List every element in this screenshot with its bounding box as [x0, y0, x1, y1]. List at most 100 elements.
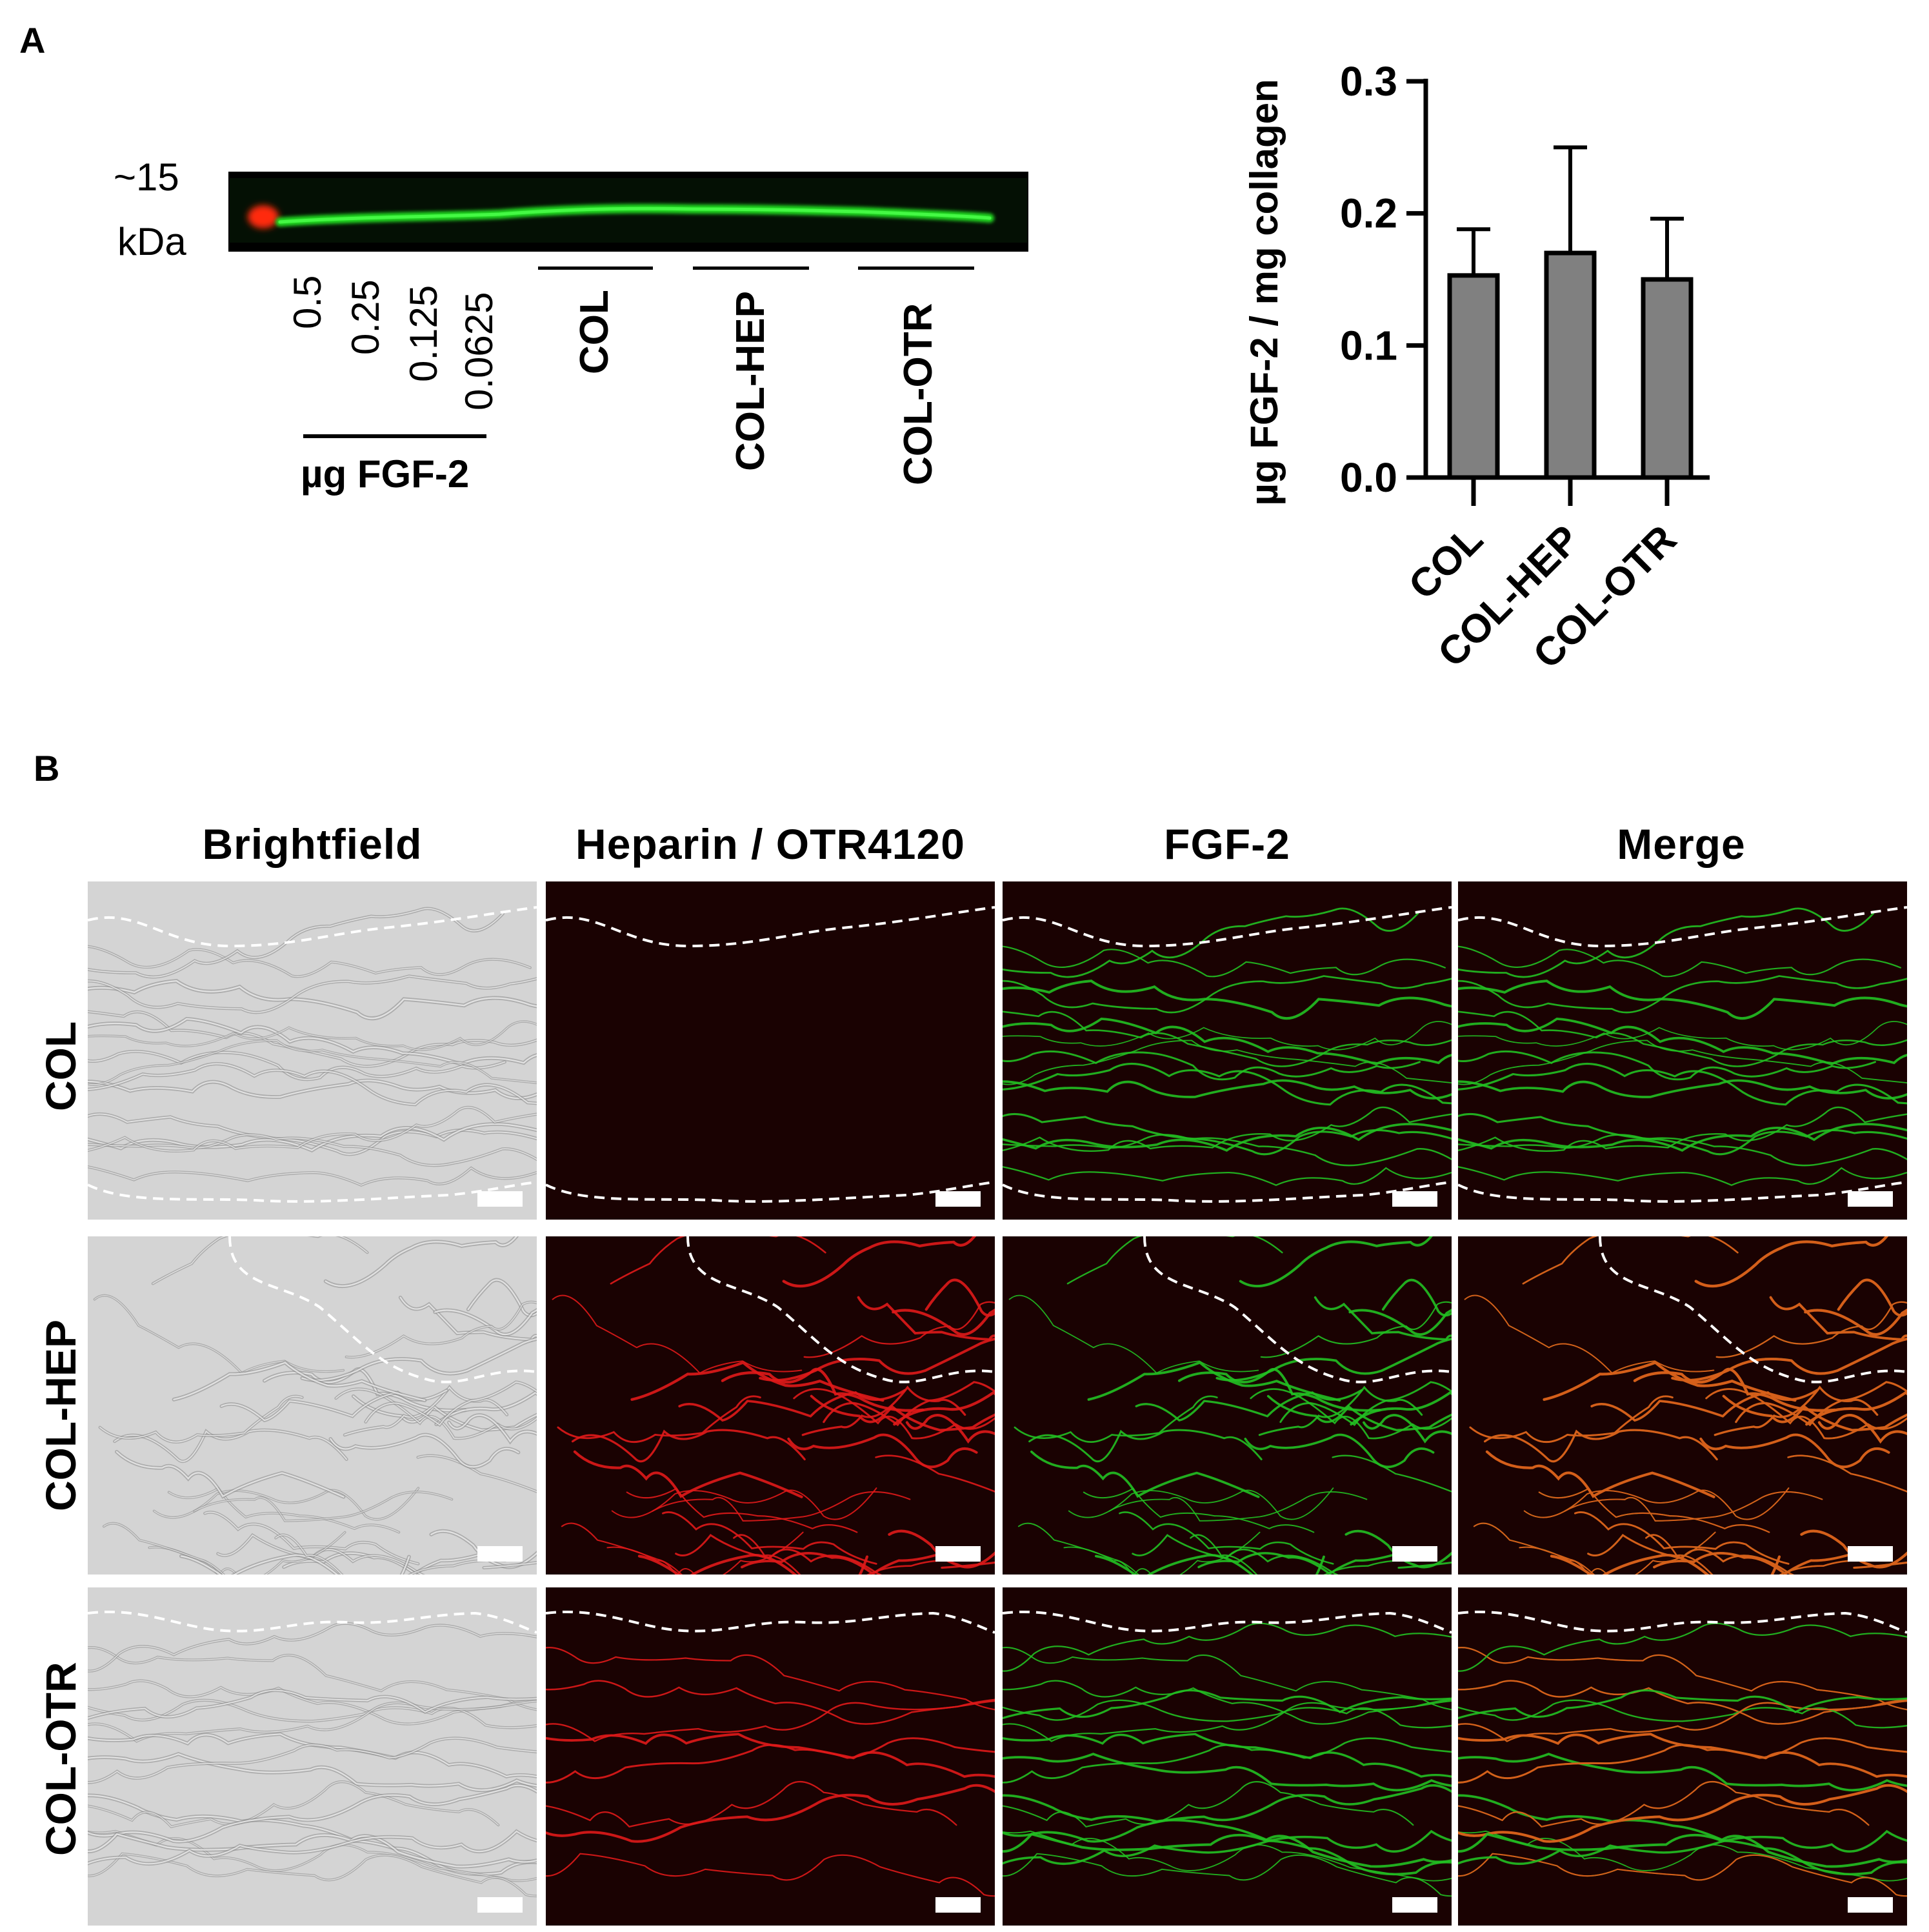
fibre [154, 1487, 419, 1520]
fibre [1458, 1699, 1907, 1729]
fibre [1538, 1487, 1770, 1533]
fibre [1458, 1784, 1907, 1843]
tissue-boundary-line [228, 1236, 537, 1384]
fibre [733, 1534, 964, 1575]
fibre [1003, 1021, 1452, 1051]
fibre [1003, 1622, 1452, 1672]
fibre [1458, 1780, 1870, 1828]
fibre [1853, 1561, 1907, 1569]
fibre [1458, 1833, 1907, 1868]
fibre [1087, 1361, 1341, 1402]
fibre [787, 1433, 978, 1469]
fibre [1239, 1236, 1433, 1287]
fibre [1458, 1021, 1907, 1051]
fibre [275, 1535, 506, 1575]
fibre [88, 1647, 537, 1710]
y-tick-label: 0.3 [1340, 58, 1397, 105]
fibre [1458, 907, 1875, 978]
marker-band [248, 205, 279, 228]
fibre [661, 1511, 877, 1565]
fibre [152, 1236, 368, 1284]
fibre [803, 1301, 995, 1358]
fibre [1003, 1781, 1414, 1828]
group-bracket [858, 267, 974, 270]
scale-bar [935, 1546, 981, 1562]
scale-bar [1848, 1546, 1893, 1562]
micrograph-col-otr-heparin [546, 1587, 995, 1926]
fibre [1003, 1166, 1452, 1186]
fgf2-bar-chart: 0.00.10.20.3µg FGF-2 / mg collagenCOLCOL… [1243, 58, 1710, 678]
fibre [1458, 1062, 1907, 1106]
y-tick-label: 0.1 [1340, 322, 1397, 368]
fibre [905, 1414, 995, 1444]
fibre [88, 1853, 537, 1897]
y-axis-label: µg FGF-2 / mg collagen [1243, 79, 1286, 505]
fibre [88, 1737, 537, 1784]
fibre [1458, 1123, 1907, 1152]
fibre [88, 1021, 537, 1051]
fibre [892, 1308, 995, 1336]
fibre [610, 1236, 826, 1285]
fibre [857, 1296, 995, 1341]
fibre [204, 1511, 419, 1565]
group-label-col-hep: COL-HEP [728, 291, 773, 471]
fibre [88, 946, 531, 977]
fibre [1458, 1829, 1907, 1865]
tissue-boundary-line [1003, 1181, 1452, 1203]
fibre [546, 1784, 995, 1843]
fibre [823, 1381, 995, 1427]
fibre [1805, 1391, 1907, 1426]
micrograph-col-hep-merge [1458, 1236, 1907, 1575]
fibre [88, 1781, 499, 1827]
fibre [1003, 945, 1446, 978]
fibre [99, 1396, 303, 1443]
tissue-boundary-line [1458, 1181, 1907, 1203]
fibre [721, 1367, 925, 1412]
fibre [1735, 1381, 1907, 1427]
fibre [1458, 1794, 1907, 1876]
marker-size-label: ~15 [114, 156, 179, 199]
fibre [1543, 1361, 1797, 1402]
panel-a-letter: A [19, 20, 46, 61]
micrograph-col-otr-fgf2 [1003, 1587, 1452, 1926]
fibre [434, 1309, 537, 1336]
fibre [1645, 1534, 1877, 1575]
bar [1447, 273, 1500, 480]
fibre [1258, 1385, 1423, 1436]
scale-bar [1848, 1191, 1893, 1207]
fibre [1458, 1853, 1907, 1897]
fibre [325, 1236, 517, 1287]
tissue-boundary-line [88, 1181, 537, 1203]
fibre [1574, 1511, 1790, 1565]
column-header-heparin: Heparin / OTR4120 [575, 820, 965, 868]
fibre [1003, 1833, 1452, 1868]
fibre [801, 1385, 966, 1436]
fibre [1017, 1522, 1139, 1575]
fibre [1458, 1017, 1907, 1066]
fibre [399, 1296, 537, 1340]
fibre [1250, 1388, 1452, 1440]
tissue-boundary-line [1599, 1236, 1907, 1384]
fibre [103, 1523, 225, 1575]
fibre [1458, 975, 1907, 1014]
fibre [88, 1700, 537, 1728]
fibre [1458, 1689, 1907, 1720]
fibre [88, 1080, 537, 1100]
fibre [1003, 1699, 1452, 1729]
fibre [1003, 1062, 1452, 1106]
fibre [263, 1368, 466, 1411]
fibre [1458, 1622, 1907, 1672]
fibre [1458, 1050, 1876, 1081]
fibre [1003, 975, 1452, 1014]
fibre [1458, 1040, 1907, 1085]
tissue-boundary-line [546, 1181, 995, 1203]
fibre [793, 1388, 995, 1440]
fibre [652, 1491, 911, 1522]
fibre [561, 1522, 683, 1575]
fibre [1769, 1296, 1907, 1341]
fibre [1458, 1106, 1907, 1152]
fibre [88, 980, 537, 1020]
fibre [1003, 1647, 1452, 1711]
tissue-boundary-line [546, 1610, 995, 1634]
tissue-boundary-line [686, 1236, 995, 1384]
